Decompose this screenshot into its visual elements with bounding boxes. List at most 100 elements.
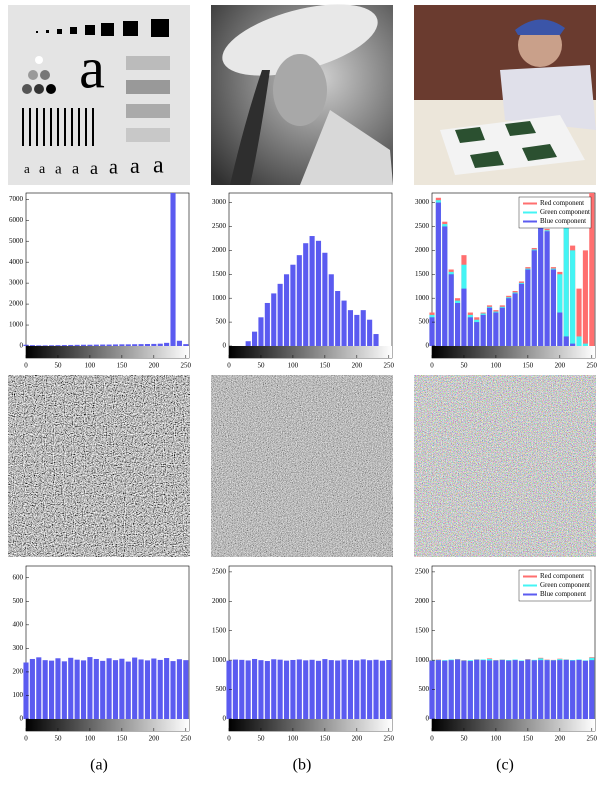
x-tick-label: 150 [523,735,534,743]
glyph: a [130,153,140,178]
bar [335,291,340,346]
y-tick-label: 0 [223,342,227,350]
y-tick-label: 5000 [9,237,24,245]
y-tick-label: 1500 [415,270,430,278]
glyph: a [109,157,118,179]
bar [68,345,73,346]
x-tick-label: 0 [227,735,231,743]
glyph: a [90,158,98,178]
bar [49,345,54,346]
y-tick-label: 1500 [212,626,227,634]
bar [449,274,454,346]
bar [284,274,289,346]
bar [177,659,182,719]
bar [322,253,327,346]
y-tick-label: 0 [426,715,430,723]
bar [442,661,447,719]
bar [290,660,295,719]
y-tick-label: 300 [13,644,24,652]
bar [94,659,99,719]
y-tick-label: 1000 [212,294,227,302]
bar [500,660,505,719]
x-tick-label: 50 [460,735,468,743]
bar [525,660,530,719]
bar [513,660,518,719]
plot-area [26,193,189,358]
bar [170,193,175,346]
bar [322,659,327,719]
bar [226,661,231,719]
bar [271,659,276,719]
bar [151,659,156,719]
bar [461,289,466,346]
y-tick-label: 2000 [415,246,430,254]
y-tick-label: 500 [13,597,24,605]
page: a a a a a a a a a (a) (b) (c) 0100020003… [0,0,597,785]
bar [151,344,156,346]
legend-label: Green component [540,208,590,216]
bar [119,344,124,346]
legend-label: Blue component [540,590,586,598]
bar [557,660,562,719]
bar [87,657,92,719]
bar [75,345,80,346]
glyph: a [24,161,30,176]
colorbar [229,346,392,358]
glyph: a [39,162,46,177]
bar [557,313,562,346]
bar [278,660,283,719]
bar [239,660,244,719]
test-pattern-image: a a a a a a a a a [8,5,190,185]
glyph: a [153,153,164,179]
bar [583,344,588,346]
y-tick-label: 2500 [212,567,227,575]
x-tick-label: 50 [257,735,265,743]
bar [170,661,175,719]
bar [481,660,486,719]
bar [81,345,86,346]
x-tick-label: 200 [149,735,160,743]
bar [316,661,321,719]
bar [564,336,569,346]
colorbar [26,346,189,358]
bar [81,660,86,719]
bar [290,265,295,346]
x-tick-label: 100 [288,735,299,743]
y-tick-label: 3000 [9,279,24,287]
bar [487,308,492,346]
bar [506,298,511,346]
bar [132,344,137,346]
x-tick-label: 100 [491,362,502,370]
bar [23,663,28,719]
y-tick-label: 100 [13,691,24,699]
panel-label: (c) [496,757,514,774]
y-tick-label: 0 [20,715,24,723]
y-tick-label: 1000 [415,656,430,664]
y-tick-label: 500 [419,685,430,693]
bar [75,660,80,719]
bar [139,659,144,719]
x-tick-label: 250 [181,362,192,370]
bar [132,658,137,719]
bar [436,203,441,346]
bar [468,661,473,719]
y-tick-label: 2500 [212,222,227,230]
bar [55,345,60,346]
y-tick-label: 0 [20,342,24,350]
noise-image [8,375,190,557]
x-tick-label: 150 [117,735,128,743]
bar [284,661,289,719]
x-tick-label: 200 [555,735,566,743]
bar [310,660,315,719]
panel-label: (a) [90,757,108,774]
bar [474,660,479,719]
bar [442,226,447,346]
bar [177,341,182,346]
bar [271,293,276,346]
y-tick-label: 3000 [415,198,430,206]
y-tick-label: 2000 [9,300,24,308]
portrait-image [211,0,393,185]
bar [487,660,492,719]
bar [310,236,315,346]
y-tick-label: 2000 [212,246,227,254]
